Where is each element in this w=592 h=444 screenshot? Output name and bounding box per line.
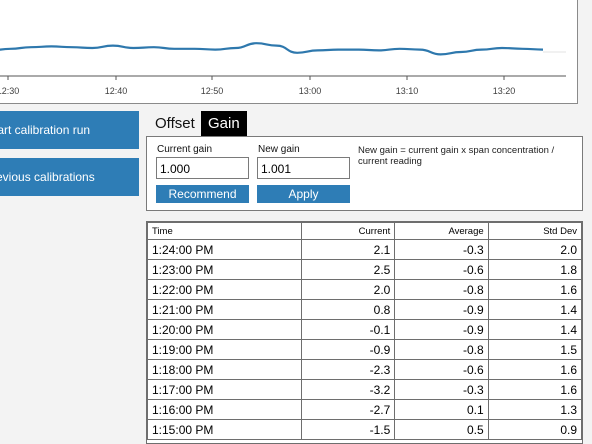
previous-calibrations-label: Previous calibrations xyxy=(0,170,95,184)
cell-time: 1:16:00 PM xyxy=(147,399,302,420)
cell-time: 1:15:00 PM xyxy=(147,419,302,440)
cell-current: -3.2 xyxy=(300,379,396,400)
x-tick-label: 13:00 xyxy=(299,86,322,96)
gain-panel: Current gain 1.000 New gain 1.001 Recomm… xyxy=(146,136,583,211)
cell-current: -0.1 xyxy=(300,319,396,340)
start-calibration-run-button[interactable]: Start calibration run xyxy=(0,111,139,149)
cell-current: 0.8 xyxy=(300,299,396,320)
table-row[interactable]: 1:15:00 PM -1.5 0.5 0.9 xyxy=(147,419,582,440)
cell-average: -0.9 xyxy=(394,319,489,340)
cell-average: 0.1 xyxy=(394,399,489,420)
cell-average: -0.8 xyxy=(394,279,489,300)
cell-time: 1:18:00 PM xyxy=(147,359,302,380)
cell-average: 0.5 xyxy=(394,419,489,440)
column-header-current[interactable]: Current xyxy=(300,222,396,240)
cell-std-dev: 1.5 xyxy=(487,339,582,360)
cell-std-dev: 1.3 xyxy=(487,399,582,420)
cell-current: 2.0 xyxy=(300,279,396,300)
cell-current: -2.7 xyxy=(300,399,396,420)
table-row[interactable]: 1:18:00 PM -2.3 -0.6 1.6 xyxy=(147,359,582,380)
cell-time: 1:19:00 PM xyxy=(147,339,302,360)
tab-gain[interactable]: Gain xyxy=(201,111,247,136)
x-tick-label: 13:20 xyxy=(493,86,516,96)
cell-current: -2.3 xyxy=(300,359,396,380)
cell-std-dev: 2.0 xyxy=(487,239,582,260)
table-row[interactable]: 1:21:00 PM 0.8 -0.9 1.4 xyxy=(147,299,582,320)
cell-current: -1.5 xyxy=(300,419,396,440)
table-row[interactable]: 1:24:00 PM 2.1 -0.3 2.0 xyxy=(147,239,582,260)
cell-std-dev: 1.4 xyxy=(487,319,582,340)
x-tick-label: 12:50 xyxy=(201,86,224,96)
tab-offset[interactable]: Offset xyxy=(155,115,195,132)
cell-std-dev: 0.9 xyxy=(487,419,582,440)
apply-button[interactable]: Apply xyxy=(257,185,350,203)
cell-current: 2.1 xyxy=(300,239,396,260)
cell-std-dev: 1.8 xyxy=(487,259,582,280)
cell-average: -0.3 xyxy=(394,239,489,260)
start-calibration-run-label: Start calibration run xyxy=(0,123,91,137)
calibration-readings-table: Time Current Average Std Dev 1:24:00 PM … xyxy=(146,221,583,444)
new-gain-label: New gain xyxy=(258,144,300,155)
recommend-button[interactable]: Recommend xyxy=(156,185,249,203)
column-header-time[interactable]: Time xyxy=(147,222,302,240)
x-tick-label: 12:30 xyxy=(0,86,19,96)
cell-average: -0.3 xyxy=(394,379,489,400)
cell-average: -0.6 xyxy=(394,259,489,280)
cell-std-dev: 1.6 xyxy=(487,279,582,300)
table-row[interactable]: 1:17:00 PM -3.2 -0.3 1.6 xyxy=(147,379,582,400)
cell-time: 1:23:00 PM xyxy=(147,259,302,280)
cell-current: 2.5 xyxy=(300,259,396,280)
cell-std-dev: 1.6 xyxy=(487,359,582,380)
cell-std-dev: 1.6 xyxy=(487,379,582,400)
cell-time: 1:24:00 PM xyxy=(147,239,302,260)
cell-std-dev: 1.4 xyxy=(487,299,582,320)
table-row[interactable]: 1:22:00 PM 2.0 -0.8 1.6 xyxy=(147,279,582,300)
current-gain-label: Current gain xyxy=(157,144,213,155)
cell-time: 1:20:00 PM xyxy=(147,319,302,340)
series-line xyxy=(0,42,544,56)
cell-current: -0.9 xyxy=(300,339,396,360)
column-header-std-dev[interactable]: Std Dev xyxy=(487,222,582,240)
gain-formula-text: New gain = current gain x span concentra… xyxy=(358,145,555,167)
table-row[interactable]: 1:23:00 PM 2.5 -0.6 1.8 xyxy=(147,259,582,280)
x-tick-label: 12:40 xyxy=(105,86,128,96)
table-header-row: Time Current Average Std Dev xyxy=(147,222,582,240)
column-header-average[interactable]: Average xyxy=(394,222,489,240)
current-gain-field[interactable]: 1.000 xyxy=(156,157,249,179)
cell-average: -0.8 xyxy=(394,339,489,360)
table-row[interactable]: 1:16:00 PM -2.7 0.1 1.3 xyxy=(147,399,582,420)
trend-chart: 12:30 12:40 12:50 13:00 13:10 13:20 xyxy=(0,0,578,104)
cell-time: 1:22:00 PM xyxy=(147,279,302,300)
cell-average: -0.9 xyxy=(394,299,489,320)
cell-average: -0.6 xyxy=(394,359,489,380)
table-row[interactable]: 1:19:00 PM -0.9 -0.8 1.5 xyxy=(147,339,582,360)
cell-time: 1:17:00 PM xyxy=(147,379,302,400)
cell-time: 1:21:00 PM xyxy=(147,299,302,320)
previous-calibrations-button[interactable]: Previous calibrations xyxy=(0,158,139,196)
x-tick-label: 13:10 xyxy=(396,86,419,96)
new-gain-field[interactable]: 1.001 xyxy=(257,157,350,179)
table-row[interactable]: 1:20:00 PM -0.1 -0.9 1.4 xyxy=(147,319,582,340)
trend-chart-plot: 12:30 12:40 12:50 13:00 13:10 13:20 xyxy=(0,42,566,96)
